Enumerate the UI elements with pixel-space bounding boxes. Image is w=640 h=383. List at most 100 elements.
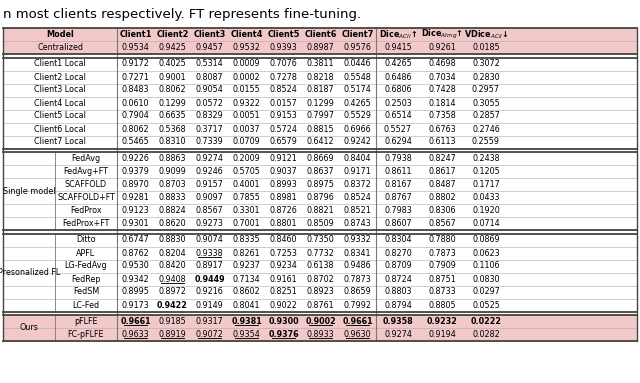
Text: 0.0009: 0.0009 [233, 59, 260, 69]
Text: 0.4265: 0.4265 [344, 98, 371, 108]
Text: 0.9376: 0.9376 [268, 330, 299, 339]
Text: 0.9123: 0.9123 [122, 206, 149, 215]
Text: 0.8796: 0.8796 [307, 193, 334, 202]
Text: Ditto: Ditto [76, 236, 96, 244]
Text: 0.9246: 0.9246 [196, 167, 223, 176]
Text: 0.8659: 0.8659 [344, 288, 371, 296]
Text: 0.0525: 0.0525 [472, 301, 500, 309]
Text: 0.0714: 0.0714 [472, 219, 500, 228]
Text: 0.4025: 0.4025 [159, 59, 186, 69]
Text: 0.6514: 0.6514 [384, 111, 412, 121]
Text: pFLFE: pFLFE [74, 317, 98, 326]
Text: 0.6763: 0.6763 [428, 124, 456, 134]
Text: Model: Model [46, 30, 74, 39]
Text: 0.3301: 0.3301 [233, 206, 260, 215]
Text: 0.8801: 0.8801 [269, 219, 297, 228]
Text: 0.9097: 0.9097 [196, 193, 223, 202]
Text: 0.8917: 0.8917 [196, 262, 223, 270]
Text: 0.8821: 0.8821 [307, 206, 334, 215]
Text: 0.8611: 0.8611 [384, 167, 412, 176]
Text: 0.9630: 0.9630 [344, 330, 371, 339]
Text: 0.0610: 0.0610 [122, 98, 149, 108]
Text: Client7: Client7 [341, 30, 374, 39]
Text: 0.8733: 0.8733 [428, 288, 456, 296]
Text: 0.1205: 0.1205 [472, 167, 500, 176]
Text: 0.8524: 0.8524 [344, 193, 371, 202]
Text: 0.9242: 0.9242 [344, 137, 371, 147]
Text: 0.8041: 0.8041 [233, 301, 260, 309]
Text: Client5 Local: Client5 Local [34, 111, 86, 121]
Text: 0.9408: 0.9408 [159, 275, 186, 283]
Text: 0.7076: 0.7076 [269, 59, 298, 69]
Text: 0.6294: 0.6294 [384, 137, 412, 147]
Text: 0.7134: 0.7134 [233, 275, 260, 283]
Text: 0.8863: 0.8863 [159, 154, 186, 163]
Text: 0.8306: 0.8306 [428, 206, 456, 215]
Text: 0.8521: 0.8521 [344, 206, 371, 215]
Text: 0.0623: 0.0623 [472, 249, 500, 257]
Text: 0.5314: 0.5314 [196, 59, 223, 69]
Text: 0.9449: 0.9449 [194, 275, 225, 283]
Text: 0.7880: 0.7880 [428, 236, 456, 244]
Text: 0.5705: 0.5705 [232, 167, 260, 176]
Text: 0.6635: 0.6635 [159, 111, 186, 121]
Text: LG-FedAvg: LG-FedAvg [65, 262, 108, 270]
Bar [3, 298, 637, 311]
Text: 0.8802: 0.8802 [428, 193, 456, 202]
Bar [3, 136, 637, 149]
Text: Client2 Local: Client2 Local [34, 72, 86, 82]
Text: 0.9422: 0.9422 [157, 301, 188, 309]
Text: 0.9338: 0.9338 [196, 249, 223, 257]
Text: Dice$_{AImg}$↑: Dice$_{AImg}$↑ [421, 28, 463, 41]
Text: 0.3055: 0.3055 [472, 98, 500, 108]
Text: 0.8087: 0.8087 [196, 72, 223, 82]
Text: 0.8310: 0.8310 [159, 137, 186, 147]
Text: Client2: Client2 [156, 30, 189, 39]
Bar [3, 110, 637, 123]
Text: Centralized: Centralized [37, 43, 83, 52]
Text: 0.0002: 0.0002 [233, 72, 260, 82]
Text: 0.6747: 0.6747 [122, 236, 149, 244]
Text: 0.8524: 0.8524 [269, 85, 298, 95]
Text: 0.9281: 0.9281 [122, 193, 149, 202]
Text: 0.7992: 0.7992 [344, 301, 371, 309]
Text: 0.5465: 0.5465 [122, 137, 149, 147]
Text: Client1: Client1 [119, 30, 152, 39]
Text: 0.7938: 0.7938 [384, 154, 412, 163]
Text: 0.9332: 0.9332 [344, 236, 371, 244]
Text: 0.5724: 0.5724 [269, 124, 298, 134]
Text: 0.6806: 0.6806 [384, 85, 412, 95]
Text: 0.9300: 0.9300 [268, 317, 299, 326]
Text: 0.8981: 0.8981 [269, 193, 298, 202]
Text: 0.3717: 0.3717 [196, 124, 223, 134]
Bar [3, 41, 637, 54]
Text: 0.8460: 0.8460 [269, 236, 297, 244]
Text: FedProx+FT: FedProx+FT [62, 219, 109, 228]
Text: 0.8483: 0.8483 [122, 85, 149, 95]
Text: 0.9261: 0.9261 [428, 43, 456, 52]
Text: 0.9457: 0.9457 [196, 43, 223, 52]
Text: 0.9037: 0.9037 [269, 167, 298, 176]
Text: 0.8567: 0.8567 [196, 206, 223, 215]
Text: 0.8767: 0.8767 [384, 193, 412, 202]
Text: 0.8726: 0.8726 [269, 206, 298, 215]
Text: 0.8815: 0.8815 [307, 124, 334, 134]
Text: 0.5548: 0.5548 [344, 72, 371, 82]
Text: 0.0869: 0.0869 [472, 236, 500, 244]
Text: 0.8251: 0.8251 [269, 288, 298, 296]
Bar [3, 272, 637, 285]
Text: 0.8062: 0.8062 [122, 124, 149, 134]
Text: 0.9530: 0.9530 [122, 262, 149, 270]
Text: 0.6113: 0.6113 [428, 137, 456, 147]
Text: 0.2857: 0.2857 [472, 111, 500, 121]
Text: 0.9274: 0.9274 [196, 154, 223, 163]
Text: 0.7278: 0.7278 [269, 72, 298, 82]
Text: 0.8709: 0.8709 [384, 262, 412, 270]
Text: 0.9173: 0.9173 [122, 301, 149, 309]
Text: 0.9274: 0.9274 [384, 330, 412, 339]
Text: 0.9153: 0.9153 [269, 111, 298, 121]
Text: 0.2746: 0.2746 [472, 124, 500, 134]
Text: 0.9273: 0.9273 [196, 219, 223, 228]
Text: 0.8602: 0.8602 [233, 288, 260, 296]
Text: 0.2830: 0.2830 [472, 72, 500, 82]
